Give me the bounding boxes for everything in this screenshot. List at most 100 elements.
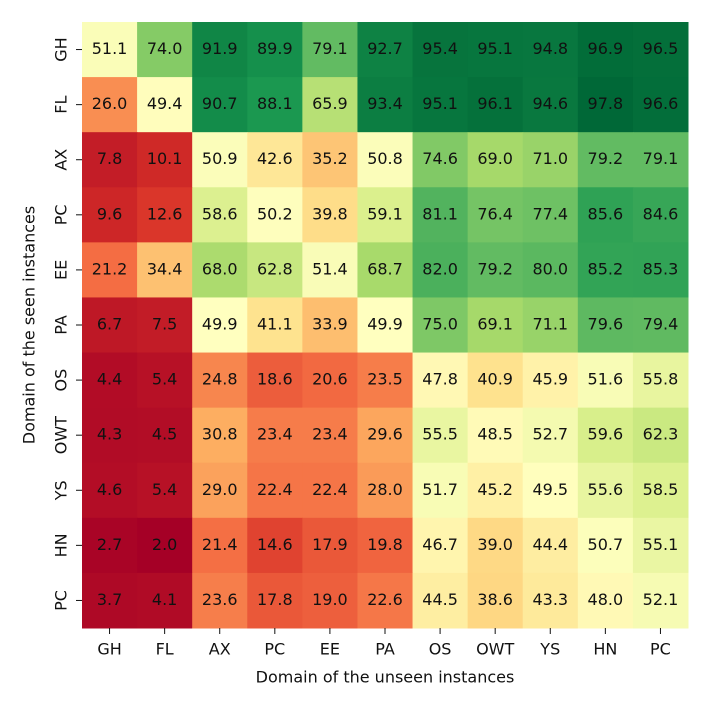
cell-label: 9.6 [97,204,122,223]
heatmap-cell [247,572,303,629]
cell-label: 21.2 [92,259,128,278]
heatmap-cell [357,77,414,133]
cell-label: 52.7 [532,425,568,444]
cell-label: 71.1 [532,315,568,334]
heatmap-cell [137,517,193,574]
cell-label: 4.4 [97,370,122,389]
cell-label: 74.6 [422,149,458,168]
heatmap-cell [82,572,138,629]
heatmap-cell [137,572,193,629]
y-tick-label: PC [52,590,71,611]
heatmap-cell [247,352,303,409]
heatmap-cell [467,132,524,188]
cell-label: 48.5 [477,425,513,444]
heatmap-cell [522,407,579,464]
heatmap-cell [412,462,469,519]
cell-label: 95.1 [477,39,513,58]
heatmap-cell [357,352,414,409]
cell-label: 51.4 [312,259,348,278]
y-tick-label: YS [52,480,71,501]
heatmap-cell [467,407,524,464]
heatmap-cell [632,297,689,354]
cell-label: 55.1 [643,535,679,554]
heatmap-cell [632,187,689,243]
cell-label: 22.6 [367,590,403,609]
cell-label: 62.8 [257,259,293,278]
cell-label: 71.0 [532,149,568,168]
x-tick-label: OS [429,640,452,659]
cell-label: 3.7 [97,590,122,609]
cell-label: 33.9 [312,315,348,334]
heatmap-cell [82,22,138,78]
heatmap-cell [192,22,248,78]
cell-label: 81.1 [422,204,458,223]
cell-label: 55.5 [422,425,458,444]
cell-label: 89.9 [257,39,293,58]
cell-label: 50.7 [588,535,624,554]
y-axis-title: Domain of the seen instances [20,206,39,444]
cell-label: 47.8 [422,370,458,389]
cell-label: 5.4 [152,480,177,499]
heatmap-cell [577,242,634,298]
cell-label: 43.3 [532,590,568,609]
cell-label: 17.8 [257,590,293,609]
heatmap-cell [577,132,634,188]
cell-label: 6.7 [97,315,122,334]
heatmap-cell [412,242,469,298]
x-tick-label: PA [375,640,395,659]
cell-label: 44.4 [532,535,568,554]
heatmap-cell [577,77,634,133]
x-tick-label: PC [264,640,285,659]
heatmap-cell [82,352,138,409]
cell-label: 58.5 [643,480,679,499]
x-tick-label: HN [593,640,617,659]
heatmap-cell [412,132,469,188]
cell-label: 34.4 [147,259,183,278]
heatmap-cell [412,77,469,133]
cell-label: 38.6 [477,590,513,609]
heatmap-cell [577,187,634,243]
heatmap-cell [357,407,414,464]
cell-label: 96.6 [643,94,679,113]
cell-label: 7.5 [152,315,177,334]
cell-label: 4.1 [152,590,177,609]
heatmap-cell [522,297,579,354]
x-tick-label: PC [650,640,671,659]
cell-label: 91.9 [202,39,238,58]
heatmap-cell [412,352,469,409]
cell-label: 29.6 [367,425,403,444]
heatmap-cell [302,187,358,243]
heatmap-cell [522,352,579,409]
heatmap-cell [632,132,689,188]
cell-label: 49.9 [202,315,238,334]
heatmap-cell [137,407,193,464]
heatmap-cell [82,77,138,133]
y-tick-label: FL [52,95,71,113]
heatmap-cell [632,77,689,133]
heatmap-cell [302,242,358,298]
cell-label: 23.4 [312,425,348,444]
cell-label: 79.6 [588,315,624,334]
x-tick-label: FL [156,640,174,659]
heatmap-cell [302,352,358,409]
y-tick-label: EE [52,260,71,280]
heatmap-cell [577,352,634,409]
cell-label: 46.7 [422,535,458,554]
heatmap-cell [522,22,579,78]
heatmap-cell [412,187,469,243]
cell-label: 96.5 [643,39,679,58]
heatmap-cell [632,572,689,629]
heatmap-cell [192,132,248,188]
cell-label: 94.8 [532,39,568,58]
cell-label: 7.8 [97,149,122,168]
cell-label: 49.5 [532,480,568,499]
heatmap-cell [632,407,689,464]
heatmap-cell [357,517,414,574]
heatmap-cell [412,297,469,354]
cell-label: 19.0 [312,590,348,609]
heatmap-cell [522,242,579,298]
cell-label: 20.6 [312,370,348,389]
cell-label: 5.4 [152,370,177,389]
cell-label: 79.2 [588,149,624,168]
heatmap-cell [412,517,469,574]
